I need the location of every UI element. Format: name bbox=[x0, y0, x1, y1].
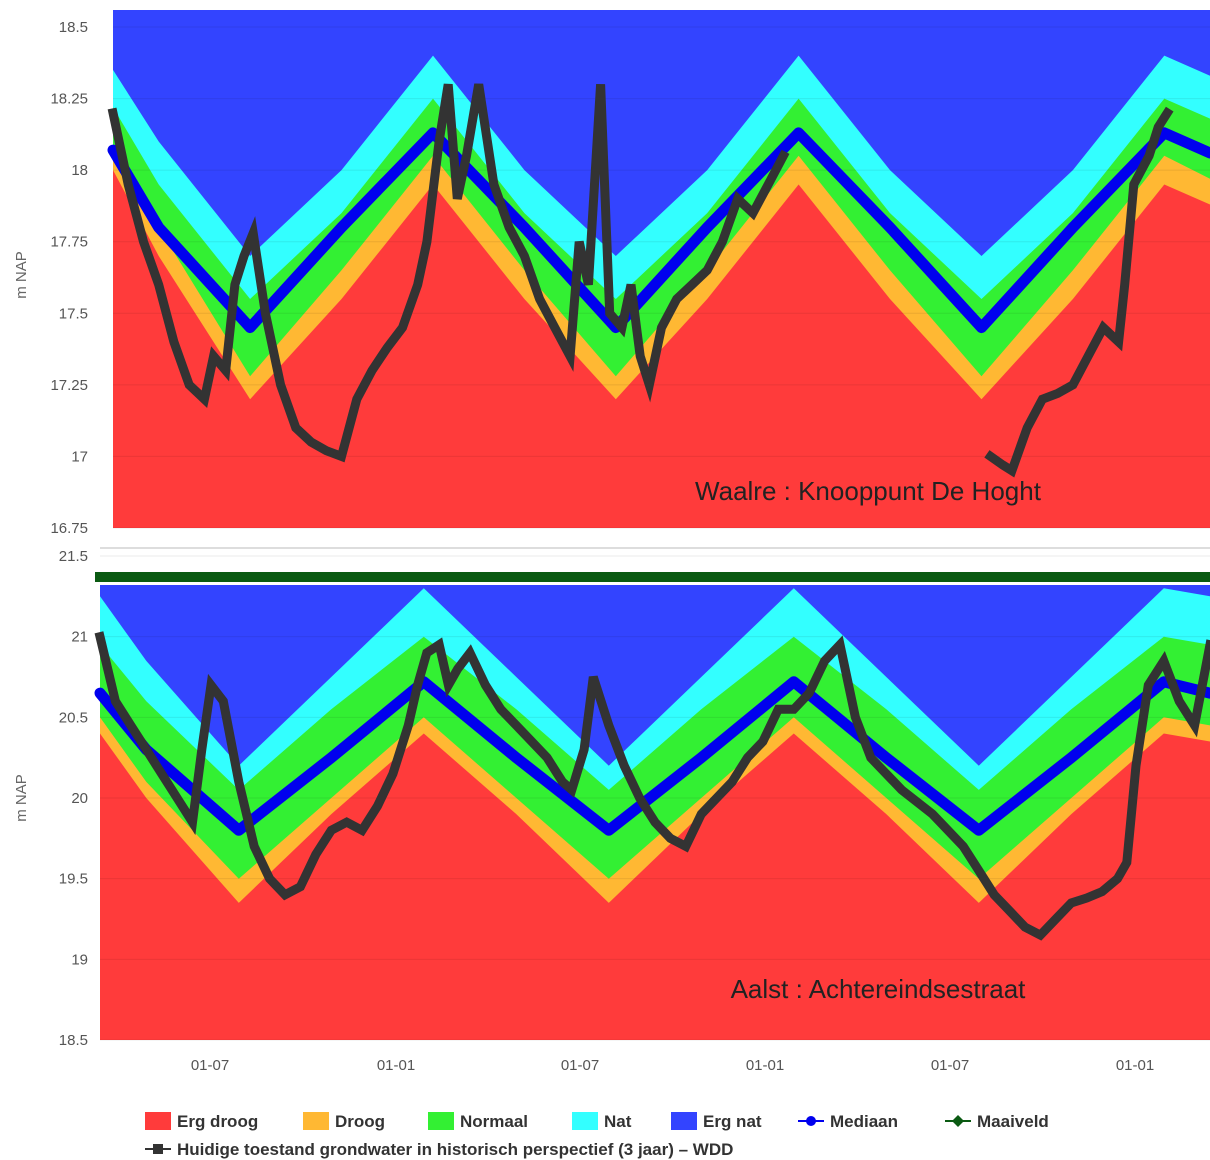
panel-station-label: Waalre : Knooppunt De Hoght bbox=[695, 476, 1042, 506]
legend-label: Nat bbox=[604, 1112, 632, 1131]
y-tick-label: 18.5 bbox=[59, 19, 88, 36]
x-tick-label: 01-07 bbox=[561, 1057, 599, 1074]
y-tick-label: 21 bbox=[71, 629, 88, 646]
legend-label: Mediaan bbox=[830, 1112, 898, 1131]
y-tick-label: 19.5 bbox=[59, 871, 88, 888]
legend-swatch bbox=[428, 1112, 454, 1130]
mediaan-line bbox=[94, 676, 1210, 836]
wdd-line bbox=[94, 631, 1210, 941]
x-tick-label: 01-01 bbox=[746, 1057, 784, 1074]
legend: Erg droog Droog Normaal Nat Erg nat Mediaan Ma… bbox=[145, 1112, 1049, 1159]
y-tick-label: 19 bbox=[71, 951, 88, 968]
x-tick-label: 01-01 bbox=[377, 1057, 415, 1074]
band-erg-droog bbox=[113, 170, 1210, 528]
legend-item-mediaan[interactable]: Mediaan bbox=[798, 1112, 898, 1131]
legend-swatch bbox=[303, 1112, 329, 1130]
legend-swatch bbox=[572, 1112, 598, 1130]
y-tick-label: 17.75 bbox=[50, 234, 88, 251]
legend-marker bbox=[952, 1115, 964, 1127]
y-tick-label: 17.25 bbox=[50, 377, 88, 394]
x-tick-label: 01-07 bbox=[931, 1057, 969, 1074]
legend-label: Droog bbox=[335, 1112, 385, 1131]
chart-panel-aalst: m NAP 21.5 21 20.5 20 19.5 19 18.5 Aalst : Acht… bbox=[13, 548, 1210, 1049]
y-tick-label: 17.5 bbox=[59, 305, 88, 322]
legend-swatch bbox=[671, 1112, 697, 1130]
y-axis-label-waalre: m NAP bbox=[13, 251, 30, 299]
y-tick-label: 20.5 bbox=[59, 709, 88, 726]
chart-panel-waalre: m NAP 18.5 18.25 18 17.75 17.5 17.25 17 16.75 Wa… bbox=[13, 10, 1210, 537]
legend-label: Huidige toestand grondwater in historisc… bbox=[177, 1140, 733, 1159]
legend-item-erg-droog[interactable]: Erg droog bbox=[145, 1112, 258, 1131]
legend-item-normaal[interactable]: Normaal bbox=[428, 1112, 528, 1131]
x-tick-label: 01-07 bbox=[191, 1057, 229, 1074]
legend-label: Erg droog bbox=[177, 1112, 258, 1131]
legend-label: Erg nat bbox=[703, 1112, 762, 1131]
x-axis-ticks: 01-07 01-01 01-07 01-01 01-07 01-01 bbox=[191, 1057, 1154, 1074]
legend-item-wdd[interactable]: Huidige toestand grondwater in historisc… bbox=[145, 1140, 733, 1159]
legend-label: Maaiveld bbox=[977, 1112, 1049, 1131]
y-tick-label: 18.25 bbox=[50, 91, 88, 108]
legend-item-erg-nat[interactable]: Erg nat bbox=[671, 1112, 762, 1131]
legend-item-nat[interactable]: Nat bbox=[572, 1112, 632, 1131]
x-tick-label: 01-01 bbox=[1116, 1057, 1154, 1074]
legend-marker bbox=[806, 1116, 816, 1126]
legend-item-maaiveld[interactable]: Maaiveld bbox=[945, 1112, 1049, 1131]
legend-swatch bbox=[145, 1112, 171, 1130]
panel-station-label: Aalst : Achtereindsestraat bbox=[731, 974, 1027, 1004]
y-tick-label: 21.5 bbox=[59, 548, 88, 565]
y-tick-label: 18.5 bbox=[59, 1032, 88, 1049]
legend-item-droog[interactable]: Droog bbox=[303, 1112, 385, 1131]
y-tick-label: 20 bbox=[71, 790, 88, 807]
y-tick-label: 16.75 bbox=[50, 520, 88, 537]
legend-label: Normaal bbox=[460, 1112, 528, 1131]
y-axis-label-aalst: m NAP bbox=[13, 774, 30, 822]
y-tick-label: 18 bbox=[71, 162, 88, 179]
legend-marker bbox=[153, 1144, 163, 1154]
wdd-line bbox=[984, 106, 1174, 478]
wdd-line bbox=[107, 83, 790, 463]
y-tick-label: 17 bbox=[71, 448, 88, 465]
